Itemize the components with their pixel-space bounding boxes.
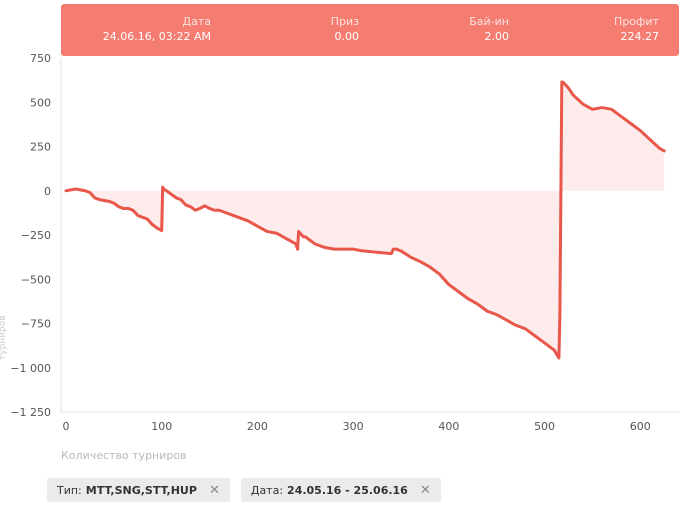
y-tick-label: 500 — [30, 96, 51, 109]
tooltip-profit-label: Профит — [614, 15, 659, 28]
tooltip-buyin: Бай-ин 2.00 — [359, 14, 509, 44]
x-tick-label: 200 — [247, 420, 268, 433]
tooltip-buyin-value: 2.00 — [484, 30, 510, 43]
filter-type-close-icon[interactable]: ✕ — [208, 482, 220, 498]
profit-line[interactable] — [64, 80, 666, 360]
filter-date-label: Дата: — [250, 483, 284, 497]
tooltip-profit-value: 224.27 — [620, 30, 660, 43]
y-tick-label: −500 — [21, 273, 51, 286]
x-tick-label: 400 — [438, 420, 459, 433]
plot-area — [60, 58, 679, 413]
active-filters: Тип: MTT,SNG,STT,HUP ✕ Дата: 24.05.16 - … — [47, 478, 441, 502]
tooltip-prize: Приз 0.00 — [211, 14, 359, 44]
filter-chip-type: Тип: MTT,SNG,STT,HUP ✕ — [47, 478, 230, 502]
profit-chart: 750 500 250 0 −250 −500 −750 −1 000 −1 250 0 100 2… — [10, 52, 679, 433]
x-tick-label: 100 — [151, 420, 172, 433]
tooltip-buyin-label: Бай-ин — [469, 15, 509, 28]
tooltip-date-value: 24.06.16, 03:22 AM — [102, 30, 211, 43]
tooltip-date-label: Дата — [182, 15, 211, 28]
filter-date-close-icon[interactable]: ✕ — [419, 482, 431, 498]
x-tick-label: 300 — [343, 420, 364, 433]
profit-area-fill — [66, 81, 665, 359]
y-tick-label: 250 — [30, 141, 51, 154]
filter-chip-date: Дата: 24.05.16 - 25.06.16 ✕ — [240, 478, 441, 502]
y-tick-label: −1 250 — [10, 406, 51, 419]
y-tick-label: −250 — [21, 229, 51, 242]
y-tick-label: −750 — [21, 318, 51, 331]
filter-date-value: 24.05.16 - 25.06.16 — [287, 483, 408, 497]
x-axis: 0 100 200 300 400 500 600 — [63, 420, 651, 433]
tooltip-prize-value: 0.00 — [334, 30, 360, 43]
y-axis: 750 500 250 0 −250 −500 −750 −1 000 −1 250 — [10, 52, 51, 419]
y-tick-label: 0 — [44, 185, 51, 198]
tooltip-date: Дата 24.06.16, 03:22 AM — [61, 14, 211, 44]
y-tick-label: −1 000 — [10, 362, 51, 375]
tooltip-profit: Профит 224.27 — [509, 14, 659, 44]
hover-tooltip: Дата 24.06.16, 03:22 AM Приз 0.00 Бай-ин… — [61, 4, 679, 56]
x-tick-label: 0 — [63, 420, 70, 433]
x-axis-title: Количество турниров — [61, 449, 187, 462]
y-tick-label: 750 — [30, 52, 51, 65]
filter-type-label: Тип: — [57, 483, 82, 497]
x-tick-label: 500 — [534, 420, 555, 433]
x-tick-label: 600 — [630, 420, 651, 433]
tooltip-prize-label: Приз — [330, 15, 359, 28]
filter-type-value: MTT,SNG,STT,HUP — [85, 483, 197, 497]
y-axis-title: турниров — [0, 315, 8, 360]
